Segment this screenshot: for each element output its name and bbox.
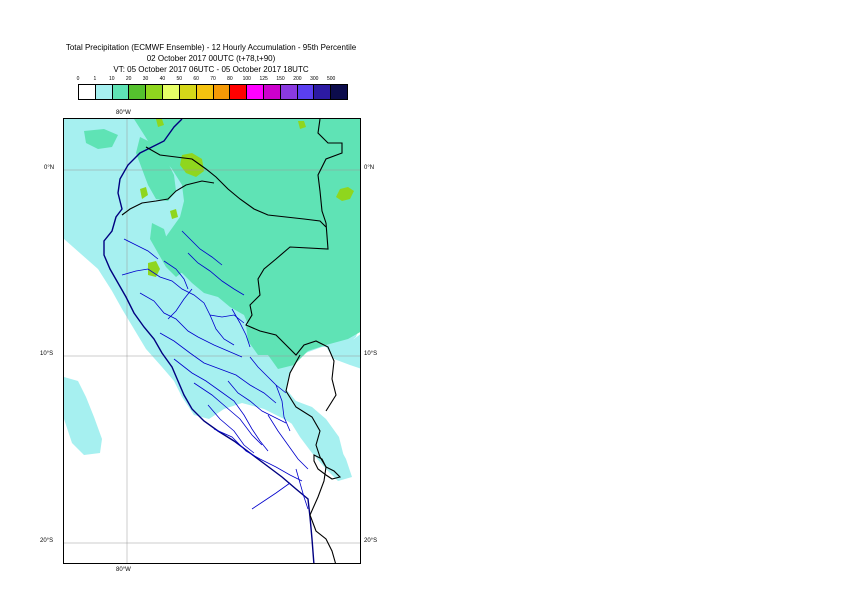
- legend-threshold-label: 10: [108, 76, 115, 82]
- legend-threshold-label: 1: [93, 76, 97, 82]
- legend-threshold-label: 200: [293, 76, 302, 82]
- lat-label-left-0: 0°N: [44, 165, 55, 171]
- lon-label-top: 80°W: [116, 110, 131, 116]
- legend-threshold-label: 60: [193, 76, 199, 82]
- legend-swatch: [179, 85, 197, 99]
- precipitation-map[interactable]: [63, 118, 361, 564]
- legend-bar: [78, 84, 348, 100]
- legend-swatch: [146, 85, 164, 99]
- precip-medium: [84, 119, 360, 369]
- legend-swatch: [163, 85, 180, 99]
- legend-swatch: [230, 85, 248, 99]
- legend-threshold-label: 0: [76, 76, 80, 82]
- legend-swatch: [247, 85, 264, 99]
- legend-swatch: [129, 85, 147, 99]
- legend-swatch: [112, 85, 130, 99]
- legend-threshold-label: 80: [227, 76, 233, 82]
- lat-label-right-10: 10°S: [364, 351, 378, 357]
- legend-swatch: [263, 85, 281, 99]
- legend-swatch: [331, 85, 347, 99]
- legend-swatch: [196, 85, 214, 99]
- lat-label-right-0: 0°N: [364, 165, 375, 171]
- legend-threshold-label: 50: [176, 76, 183, 82]
- coastline: [103, 119, 315, 563]
- legend-swatch: [213, 85, 231, 99]
- valid-time: VT: 05 October 2017 06UTC - 05 October 2…: [113, 65, 309, 74]
- legend-threshold-label: 300: [310, 76, 319, 82]
- precip-heavy: [140, 119, 354, 277]
- region-borders: [121, 230, 309, 510]
- legend-threshold-label: 40: [159, 76, 166, 82]
- lat-label-left-10: 10°S: [40, 351, 54, 357]
- country-borders: [121, 119, 343, 563]
- legend-threshold-label: 500: [326, 76, 336, 82]
- lat-label-right-20: 20°S: [364, 538, 378, 544]
- legend-swatch: [280, 85, 298, 99]
- lat-label-left-20: 20°S: [40, 538, 54, 544]
- legend-threshold-label: 150: [276, 76, 285, 82]
- base-time: 02 October 2017 00UTC (t+78,t+90): [146, 54, 276, 63]
- legend-threshold-label: 70: [210, 76, 216, 82]
- lon-label-bottom: 80°W: [116, 567, 131, 573]
- map-svg: [64, 119, 360, 563]
- legend-threshold-label: 100: [242, 76, 251, 82]
- legend-swatch: [95, 85, 113, 99]
- map-title: Total Precipitation (ECMWF Ensemble) - 1…: [65, 43, 357, 52]
- legend-threshold-label: 125: [259, 76, 268, 82]
- legend-swatch: [79, 85, 96, 99]
- color-legend: 0 1 10 20 30 40 50 60 70 80 100 125 150 200 300 500: [76, 76, 348, 102]
- legend-threshold-label: 30: [142, 76, 149, 82]
- legend-swatch: [297, 85, 315, 99]
- legend-swatch: [314, 85, 332, 99]
- legend-threshold-label: 20: [125, 76, 132, 82]
